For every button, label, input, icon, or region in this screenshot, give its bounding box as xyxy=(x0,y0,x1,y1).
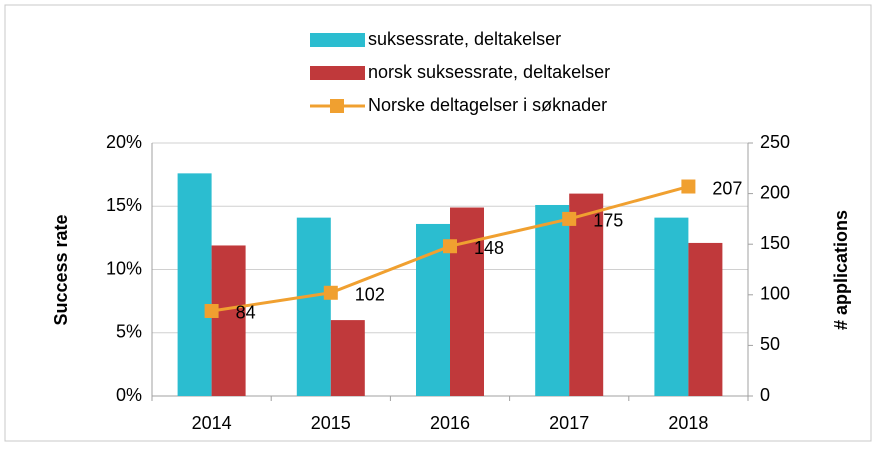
legend-swatch xyxy=(310,33,365,47)
y2-tick-label: 100 xyxy=(760,284,790,304)
marker xyxy=(681,179,696,194)
data-label: 102 xyxy=(355,285,385,305)
legend-label: norsk suksessrate, deltakelser xyxy=(368,62,610,82)
marker xyxy=(323,285,338,300)
bar xyxy=(330,320,365,396)
marker xyxy=(562,211,577,226)
bar xyxy=(177,173,212,396)
x-tick-label: 2017 xyxy=(549,413,589,433)
y2-tick-label: 200 xyxy=(760,182,790,202)
legend-marker xyxy=(330,99,344,113)
bar xyxy=(569,193,604,396)
bar xyxy=(654,217,689,396)
bar xyxy=(535,204,570,396)
data-label: 148 xyxy=(474,238,504,258)
y-tick-label: 10% xyxy=(106,258,142,278)
x-tick-label: 2014 xyxy=(192,413,232,433)
data-label: 207 xyxy=(712,178,742,198)
bar xyxy=(450,207,484,396)
legend-swatch xyxy=(310,66,365,80)
y-tick-label: 5% xyxy=(116,322,142,342)
bar xyxy=(211,245,246,396)
marker xyxy=(204,303,219,318)
y-tick-label: 0% xyxy=(116,385,142,405)
x-tick-label: 2018 xyxy=(668,413,708,433)
bar xyxy=(296,217,331,396)
legend-label: suksessrate, deltakelser xyxy=(368,29,561,49)
y2-tick-label: 250 xyxy=(760,132,790,152)
y2-tick-label: 150 xyxy=(760,233,790,253)
y2-axis-title: # applications xyxy=(831,210,851,330)
y-tick-label: 20% xyxy=(106,132,142,152)
y2-tick-label: 0 xyxy=(760,385,770,405)
data-label: 175 xyxy=(593,211,623,231)
marker xyxy=(443,239,457,254)
data-label: 84 xyxy=(236,303,256,323)
y-axis-title: Success rate xyxy=(51,214,71,325)
y-tick-label: 15% xyxy=(106,195,142,215)
x-tick-label: 2016 xyxy=(430,413,470,433)
x-tick-label: 2015 xyxy=(311,413,351,433)
bar xyxy=(688,242,723,396)
y2-tick-label: 50 xyxy=(760,334,780,354)
legend-label: Norske deltagelser i søknader xyxy=(368,95,607,115)
